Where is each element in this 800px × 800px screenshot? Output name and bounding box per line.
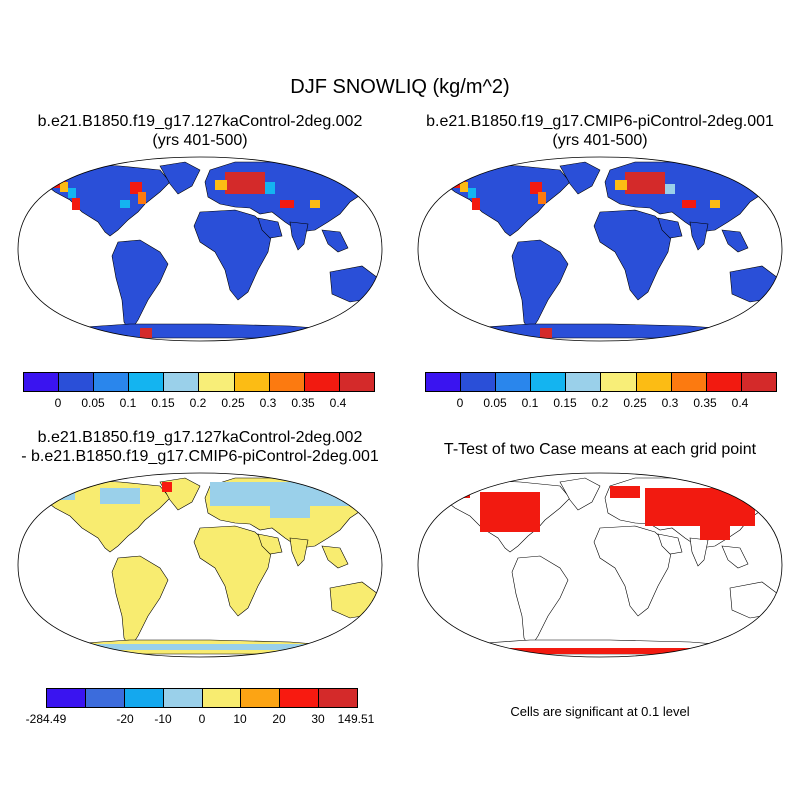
colorbar-swatch bbox=[269, 373, 305, 391]
colorbar-swatch bbox=[304, 373, 340, 391]
colorbar-2-label: 0.4 bbox=[731, 396, 749, 410]
colorbar-swatch bbox=[636, 373, 672, 391]
colorbar-2-label: 0.1 bbox=[521, 396, 539, 410]
colorbar-swatch bbox=[234, 373, 270, 391]
colorbar-swatch bbox=[319, 689, 357, 707]
panel-3-title-line1: b.e21.B1850.f19_g17.127kaControl-2deg.00… bbox=[37, 429, 363, 446]
colorbar-1-label: 0.05 bbox=[81, 396, 105, 410]
snow-hotspots bbox=[450, 172, 720, 338]
panel-1-title: b.e21.B1850.f19_g17.127kaControl-2deg.00… bbox=[0, 112, 400, 150]
colorbar-2-label: 0.2 bbox=[591, 396, 609, 410]
colorbar-1-label: 0.2 bbox=[189, 396, 207, 410]
colorbar-swatch bbox=[706, 373, 742, 391]
colorbar-1-label: 0.3 bbox=[259, 396, 277, 410]
panel-2-title-line1: b.e21.B1850.f19_g17.CMIP6-piControl-2deg… bbox=[426, 113, 774, 130]
colorbar-swatch bbox=[129, 373, 165, 391]
colorbar-1-label: 0 bbox=[54, 396, 62, 410]
colorbar-swatch bbox=[94, 373, 130, 391]
panel-1-map bbox=[17, 156, 383, 342]
colorbar-3-label: 10 bbox=[233, 712, 247, 726]
colorbar-2-label: 0.25 bbox=[623, 396, 647, 410]
colorbar-3-label: -284.49 bbox=[25, 712, 67, 726]
colorbar-swatch bbox=[164, 373, 200, 391]
colorbar-swatch bbox=[741, 373, 776, 391]
figure-title: DJF SNOWLIQ (kg/m^2) bbox=[290, 76, 510, 98]
colorbar-swatch bbox=[671, 373, 707, 391]
colorbar-3-label: -10 bbox=[154, 712, 172, 726]
colorbar-swatch bbox=[241, 689, 281, 707]
panel-4-title: T-Test of two Case means at each grid po… bbox=[400, 440, 800, 459]
panel-4-map bbox=[417, 472, 783, 658]
panel-3-title-line2: - b.e21.B1850.f19_g17.CMIP6-piControl-2d… bbox=[21, 448, 379, 465]
colorbar-3-label: 149.51 bbox=[337, 712, 375, 726]
colorbar-2-label: 0.05 bbox=[483, 396, 507, 410]
colorbar-1-label: 0.25 bbox=[221, 396, 245, 410]
colorbar-1-label: 0.1 bbox=[119, 396, 137, 410]
colorbar-3-label: 0 bbox=[198, 712, 206, 726]
colorbar-swatch bbox=[24, 373, 60, 391]
colorbar-3 bbox=[46, 688, 358, 708]
significance-note: Cells are significant at 0.1 level bbox=[510, 704, 690, 719]
panel-3-map bbox=[17, 472, 383, 658]
colorbar-swatch bbox=[59, 373, 95, 391]
panel-1-title-line1: b.e21.B1850.f19_g17.127kaControl-2deg.00… bbox=[37, 113, 363, 130]
colorbar-swatch bbox=[280, 689, 320, 707]
colorbar-2-label: 0.35 bbox=[693, 396, 717, 410]
panel-2-map bbox=[417, 156, 783, 342]
colorbar-swatch bbox=[339, 373, 374, 391]
colorbar-1-label: 0.4 bbox=[329, 396, 347, 410]
panel-3-title: b.e21.B1850.f19_g17.127kaControl-2deg.00… bbox=[0, 428, 400, 466]
colorbar-2-label: 0.15 bbox=[553, 396, 577, 410]
colorbar-swatch bbox=[601, 373, 637, 391]
significant-cells bbox=[450, 486, 755, 654]
colorbar-swatch bbox=[85, 689, 125, 707]
panel-2-title: b.e21.B1850.f19_g17.CMIP6-piControl-2deg… bbox=[400, 112, 800, 150]
colorbar-swatch bbox=[461, 373, 497, 391]
colorbar-swatch bbox=[566, 373, 602, 391]
colorbar-swatch bbox=[426, 373, 462, 391]
panel-2-title-line2: (yrs 401-500) bbox=[552, 132, 648, 149]
colorbar-swatch bbox=[496, 373, 532, 391]
colorbar-swatch bbox=[531, 373, 567, 391]
colorbar-swatch bbox=[47, 689, 86, 707]
colorbar-swatch bbox=[163, 689, 203, 707]
colorbar-swatch bbox=[124, 689, 164, 707]
colorbar-swatch bbox=[202, 689, 242, 707]
colorbar-swatch bbox=[199, 373, 235, 391]
colorbar-3-label: -20 bbox=[116, 712, 134, 726]
colorbar-2-label: 0.3 bbox=[661, 396, 679, 410]
colorbar-1-label: 0.35 bbox=[291, 396, 315, 410]
colorbar-3-label: 20 bbox=[272, 712, 286, 726]
colorbar-1 bbox=[23, 372, 375, 392]
colorbar-1-label: 0.15 bbox=[151, 396, 175, 410]
colorbar-2-label: 0 bbox=[456, 396, 464, 410]
panel-4-title-line1: T-Test of two Case means at each grid po… bbox=[443, 441, 757, 458]
colorbar-2 bbox=[425, 372, 777, 392]
panel-1-title-line2: (yrs 401-500) bbox=[152, 132, 248, 149]
colorbar-3-label: 30 bbox=[311, 712, 325, 726]
